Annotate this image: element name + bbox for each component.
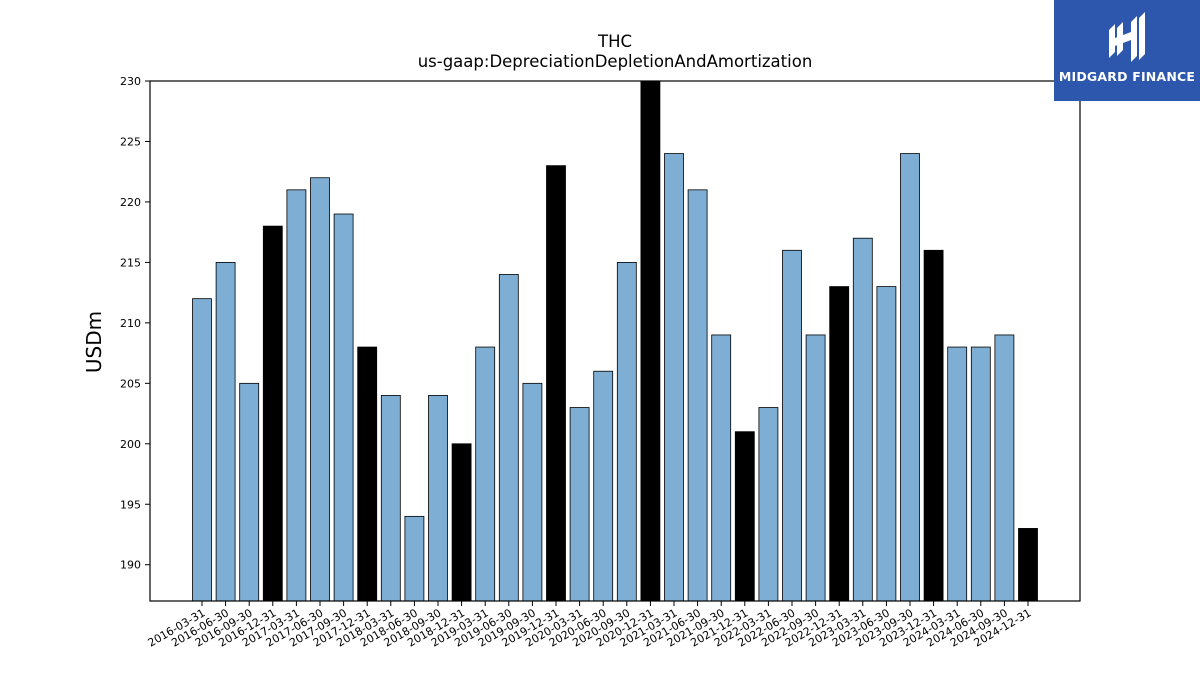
bar-2018-06-30 [404, 515, 425, 601]
bar-2020-06-30 [593, 370, 614, 601]
bar-2018-09-30 [428, 395, 448, 601]
bar-2022-06-30 [782, 249, 802, 601]
y-tick-label: 200 [120, 438, 141, 451]
bar-2021-12-31 [734, 431, 755, 601]
bar-2024-06-30 [970, 346, 991, 601]
midgard-finance-logo: MIDGARD FINANCE [1054, 0, 1200, 101]
logo-text: MIDGARD FINANCE [1058, 69, 1196, 84]
y-tick-label: 190 [120, 559, 141, 572]
bar-2022-03-31 [758, 407, 779, 601]
bar-2024-03-31 [947, 346, 968, 601]
bar-2016-03-31 [192, 298, 212, 601]
y-tick-label: 215 [120, 256, 141, 269]
y-tick-label: 210 [120, 317, 141, 330]
bar-2023-09-30 [900, 153, 920, 601]
bar-2017-12-31 [357, 346, 378, 601]
bar-2017-09-30 [333, 213, 354, 601]
bar-2022-12-31 [829, 286, 850, 601]
bar-2023-06-30 [876, 286, 897, 601]
bars-group [192, 81, 1038, 601]
bar-2020-03-31 [569, 407, 590, 601]
y-tick-label: 195 [120, 498, 141, 511]
bar-2024-12-31 [1018, 528, 1038, 601]
bar-2019-09-30 [522, 382, 543, 601]
bar-2018-12-31 [451, 443, 472, 601]
bar-2021-09-30 [711, 334, 732, 601]
chart-subtitle: us-gaap:DepreciationDepletionAndAmortiza… [417, 52, 813, 71]
bar-2019-12-31 [546, 165, 566, 601]
bar-2023-03-31 [852, 237, 873, 601]
bar-2019-06-30 [498, 274, 519, 601]
chart-title: THC [597, 32, 632, 51]
bar-2021-03-31 [664, 153, 684, 601]
y-tick-label: 230 [120, 75, 141, 88]
plot-frame [149, 80, 1081, 602]
bar-2021-06-30 [687, 189, 708, 601]
bar-2022-09-30 [805, 334, 826, 601]
y-tick-label: 205 [120, 377, 141, 390]
bar-2024-09-30 [994, 334, 1015, 601]
bar-2018-03-31 [380, 395, 401, 601]
y-tick-label: 220 [120, 196, 141, 209]
bar-2016-12-31 [262, 225, 283, 601]
midgard-logo-icon [1109, 12, 1145, 62]
bar-2017-06-30 [310, 177, 330, 601]
bar-2020-09-30 [616, 261, 637, 601]
bar-2017-03-31 [286, 189, 307, 601]
y-tick-label: 225 [120, 135, 141, 148]
bar-2023-12-31 [923, 249, 944, 601]
bar-2016-09-30 [239, 382, 260, 601]
bar-2019-03-31 [475, 346, 496, 601]
bar-2020-12-31 [640, 81, 661, 601]
bar-2016-06-30 [215, 261, 236, 601]
